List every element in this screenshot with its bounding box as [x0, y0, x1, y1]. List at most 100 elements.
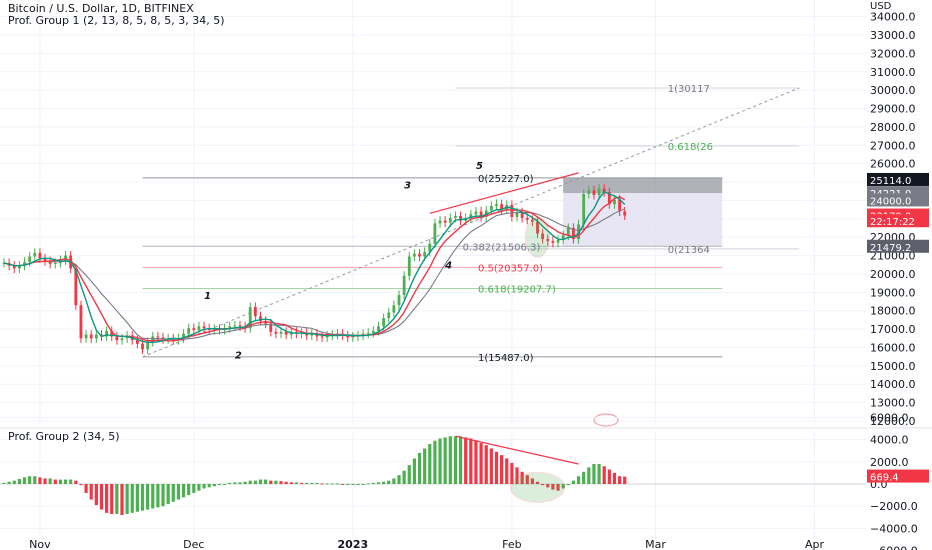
wave4-highlight: [525, 216, 551, 258]
osc-bar: [248, 480, 252, 484]
osc-bar: [346, 484, 350, 485]
candle-body: [310, 333, 314, 336]
osc-bar: [479, 442, 483, 484]
osc-bar: [520, 471, 524, 484]
wave-label: 4: [444, 260, 452, 271]
candle-body: [541, 233, 545, 240]
osc-bar: [135, 484, 139, 512]
osc-bar: [289, 482, 293, 484]
osc-tick-label: −6000.0: [870, 545, 918, 550]
osc-bar: [382, 481, 386, 484]
candle-body: [192, 328, 196, 331]
osc-bar: [361, 484, 365, 485]
price-tick-label: 29000.0: [870, 103, 916, 116]
osc-bar: [222, 484, 227, 485]
price-tick-label: 21000.0: [870, 250, 916, 263]
candle-body: [618, 199, 621, 212]
ma-mid-line: [3, 191, 626, 344]
candle-body: [33, 252, 37, 257]
candle-body: [23, 262, 26, 266]
osc-bar: [187, 484, 191, 496]
candle-body: [566, 228, 570, 236]
osc-bar: [299, 482, 304, 484]
osc-bar: [484, 445, 488, 484]
osc-bar: [140, 484, 145, 511]
candle-body: [407, 256, 411, 276]
fib-level-label: 0(25227.0): [478, 174, 534, 185]
osc-bar: [500, 455, 504, 484]
osc-bar: [602, 466, 606, 484]
candle-body: [105, 330, 108, 337]
osc-bar: [612, 472, 617, 484]
candle-body: [423, 251, 427, 257]
candle-body: [448, 217, 452, 223]
fib-level-label: 0.382(21506.3): [463, 242, 541, 253]
candle-body: [171, 338, 175, 341]
price-tick-label: 17000.0: [870, 323, 916, 336]
osc-bar: [556, 484, 560, 491]
osc-bar: [623, 476, 627, 484]
price-tick-label: 18000.0: [870, 305, 916, 318]
osc-bar: [48, 478, 52, 484]
candle-body: [597, 188, 601, 195]
wave-label: 1: [204, 291, 211, 302]
osc-bar: [576, 476, 581, 484]
candle-body: [156, 336, 160, 338]
candle-body: [238, 325, 242, 327]
osc-bar: [607, 469, 611, 484]
candle-body: [248, 307, 252, 329]
osc-bar: [587, 467, 591, 484]
candle-body: [546, 239, 550, 241]
osc-bar: [423, 448, 427, 484]
osc-bar: [469, 438, 473, 484]
price-tick-label: 33000.0: [870, 29, 916, 42]
price-tick-label: 20000.0: [870, 268, 916, 281]
osc-bar: [561, 484, 565, 489]
osc-bar: [433, 440, 437, 484]
candle-body: [233, 325, 237, 327]
osc-bar: [510, 462, 514, 484]
time-tick-label: Feb: [502, 538, 521, 550]
candle-body: [259, 316, 262, 321]
price-tick-label: 28000.0: [870, 121, 916, 134]
osc-bar: [146, 484, 150, 510]
osc-bar: [305, 482, 309, 484]
osc-value-label: 669.4: [870, 473, 899, 484]
osc-bar: [33, 476, 37, 484]
osc-bar: [243, 481, 247, 484]
candle-body: [366, 332, 370, 334]
osc-bar: [264, 479, 268, 484]
candle-body: [110, 330, 114, 337]
fib-level-label: 1(30117: [668, 84, 710, 95]
osc-bar: [279, 481, 283, 484]
price-badge: [867, 239, 929, 253]
candle-body: [433, 223, 437, 244]
candle-body: [48, 261, 52, 264]
price-tick-label: 31000.0: [870, 66, 916, 79]
indicator-1-legend[interactable]: Prof. Group 1 (2, 13, 8, 5, 8, 5, 3, 34,…: [8, 14, 225, 27]
osc-bar: [448, 436, 452, 484]
fib-level-label: 1(15487.0): [478, 353, 534, 364]
price-badge: [867, 172, 929, 186]
osc-bar: [571, 480, 576, 484]
indicator-2-legend[interactable]: Prof. Group 2 (34, 5): [8, 430, 120, 443]
osc-bar: [258, 479, 263, 484]
time-tick-label: Mar: [645, 538, 666, 550]
candle-body: [623, 211, 627, 216]
candle-body: [202, 326, 206, 329]
osc-bar: [274, 480, 278, 484]
candle-body: [402, 275, 406, 296]
osc-bar: [176, 484, 181, 500]
candle-body: [602, 188, 606, 193]
osc-bar: [94, 484, 98, 506]
osc-bar: [43, 478, 47, 484]
osc-highlight: [510, 471, 566, 503]
osc-bar: [443, 437, 447, 484]
price-tick-label: 13000.0: [870, 397, 916, 410]
osc-bar: [130, 484, 134, 513]
osc-bar: [38, 477, 42, 484]
osc-bar: [407, 465, 411, 484]
wave-label: 5: [476, 161, 483, 172]
